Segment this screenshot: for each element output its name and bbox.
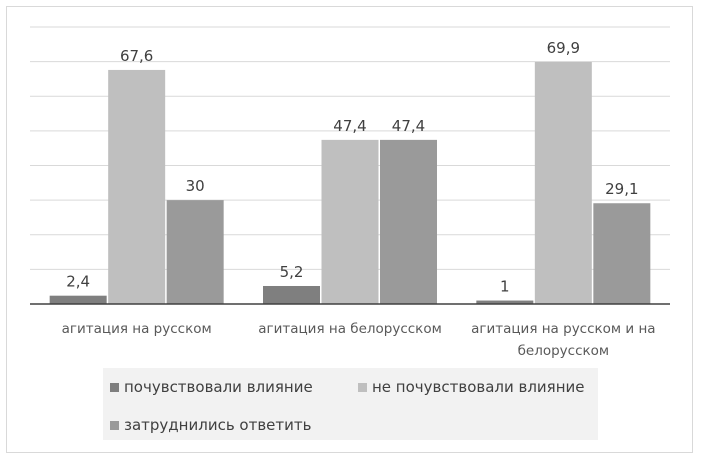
legend-label: затруднились ответить bbox=[124, 416, 311, 434]
data-label: 47,4 bbox=[333, 117, 366, 135]
data-label: 69,9 bbox=[547, 39, 580, 57]
data-labels: 2,4 67,6 30 5,2 47,4 47,4 1 69,9 29,1 bbox=[66, 39, 638, 296]
legend-swatch bbox=[110, 421, 119, 430]
bar bbox=[49, 295, 107, 304]
data-label: 67,6 bbox=[120, 47, 153, 65]
data-label: 30 bbox=[186, 177, 205, 195]
category-label: агитация на русском и на bbox=[471, 321, 656, 337]
data-label: 29,1 bbox=[605, 180, 638, 198]
legend-label: не почувствовали влияние bbox=[372, 378, 585, 396]
category-labels: агитация на русском агитация на белорусск… bbox=[62, 321, 656, 359]
bar bbox=[380, 139, 437, 304]
bar bbox=[593, 203, 651, 304]
legend-label: почувствовали влияние bbox=[124, 378, 313, 396]
bar bbox=[534, 61, 592, 304]
bars bbox=[49, 61, 651, 304]
bar bbox=[476, 300, 534, 304]
category-label: белорусском bbox=[518, 343, 610, 359]
legend-swatch bbox=[110, 383, 119, 392]
bar bbox=[263, 285, 320, 304]
data-label: 2,4 bbox=[66, 273, 90, 291]
data-label: 1 bbox=[500, 278, 510, 296]
category-label: агитация на русском bbox=[62, 321, 212, 337]
legend-swatch bbox=[358, 383, 367, 392]
category-label: агитация на белорусском bbox=[258, 321, 442, 337]
bar bbox=[321, 139, 379, 304]
bar bbox=[166, 200, 224, 304]
data-label: 47,4 bbox=[392, 117, 425, 135]
legend: почувствовали влияние не почувствовали вл… bbox=[103, 368, 598, 440]
bar bbox=[108, 69, 166, 304]
legend-background bbox=[103, 368, 598, 440]
data-label: 5,2 bbox=[280, 263, 304, 281]
